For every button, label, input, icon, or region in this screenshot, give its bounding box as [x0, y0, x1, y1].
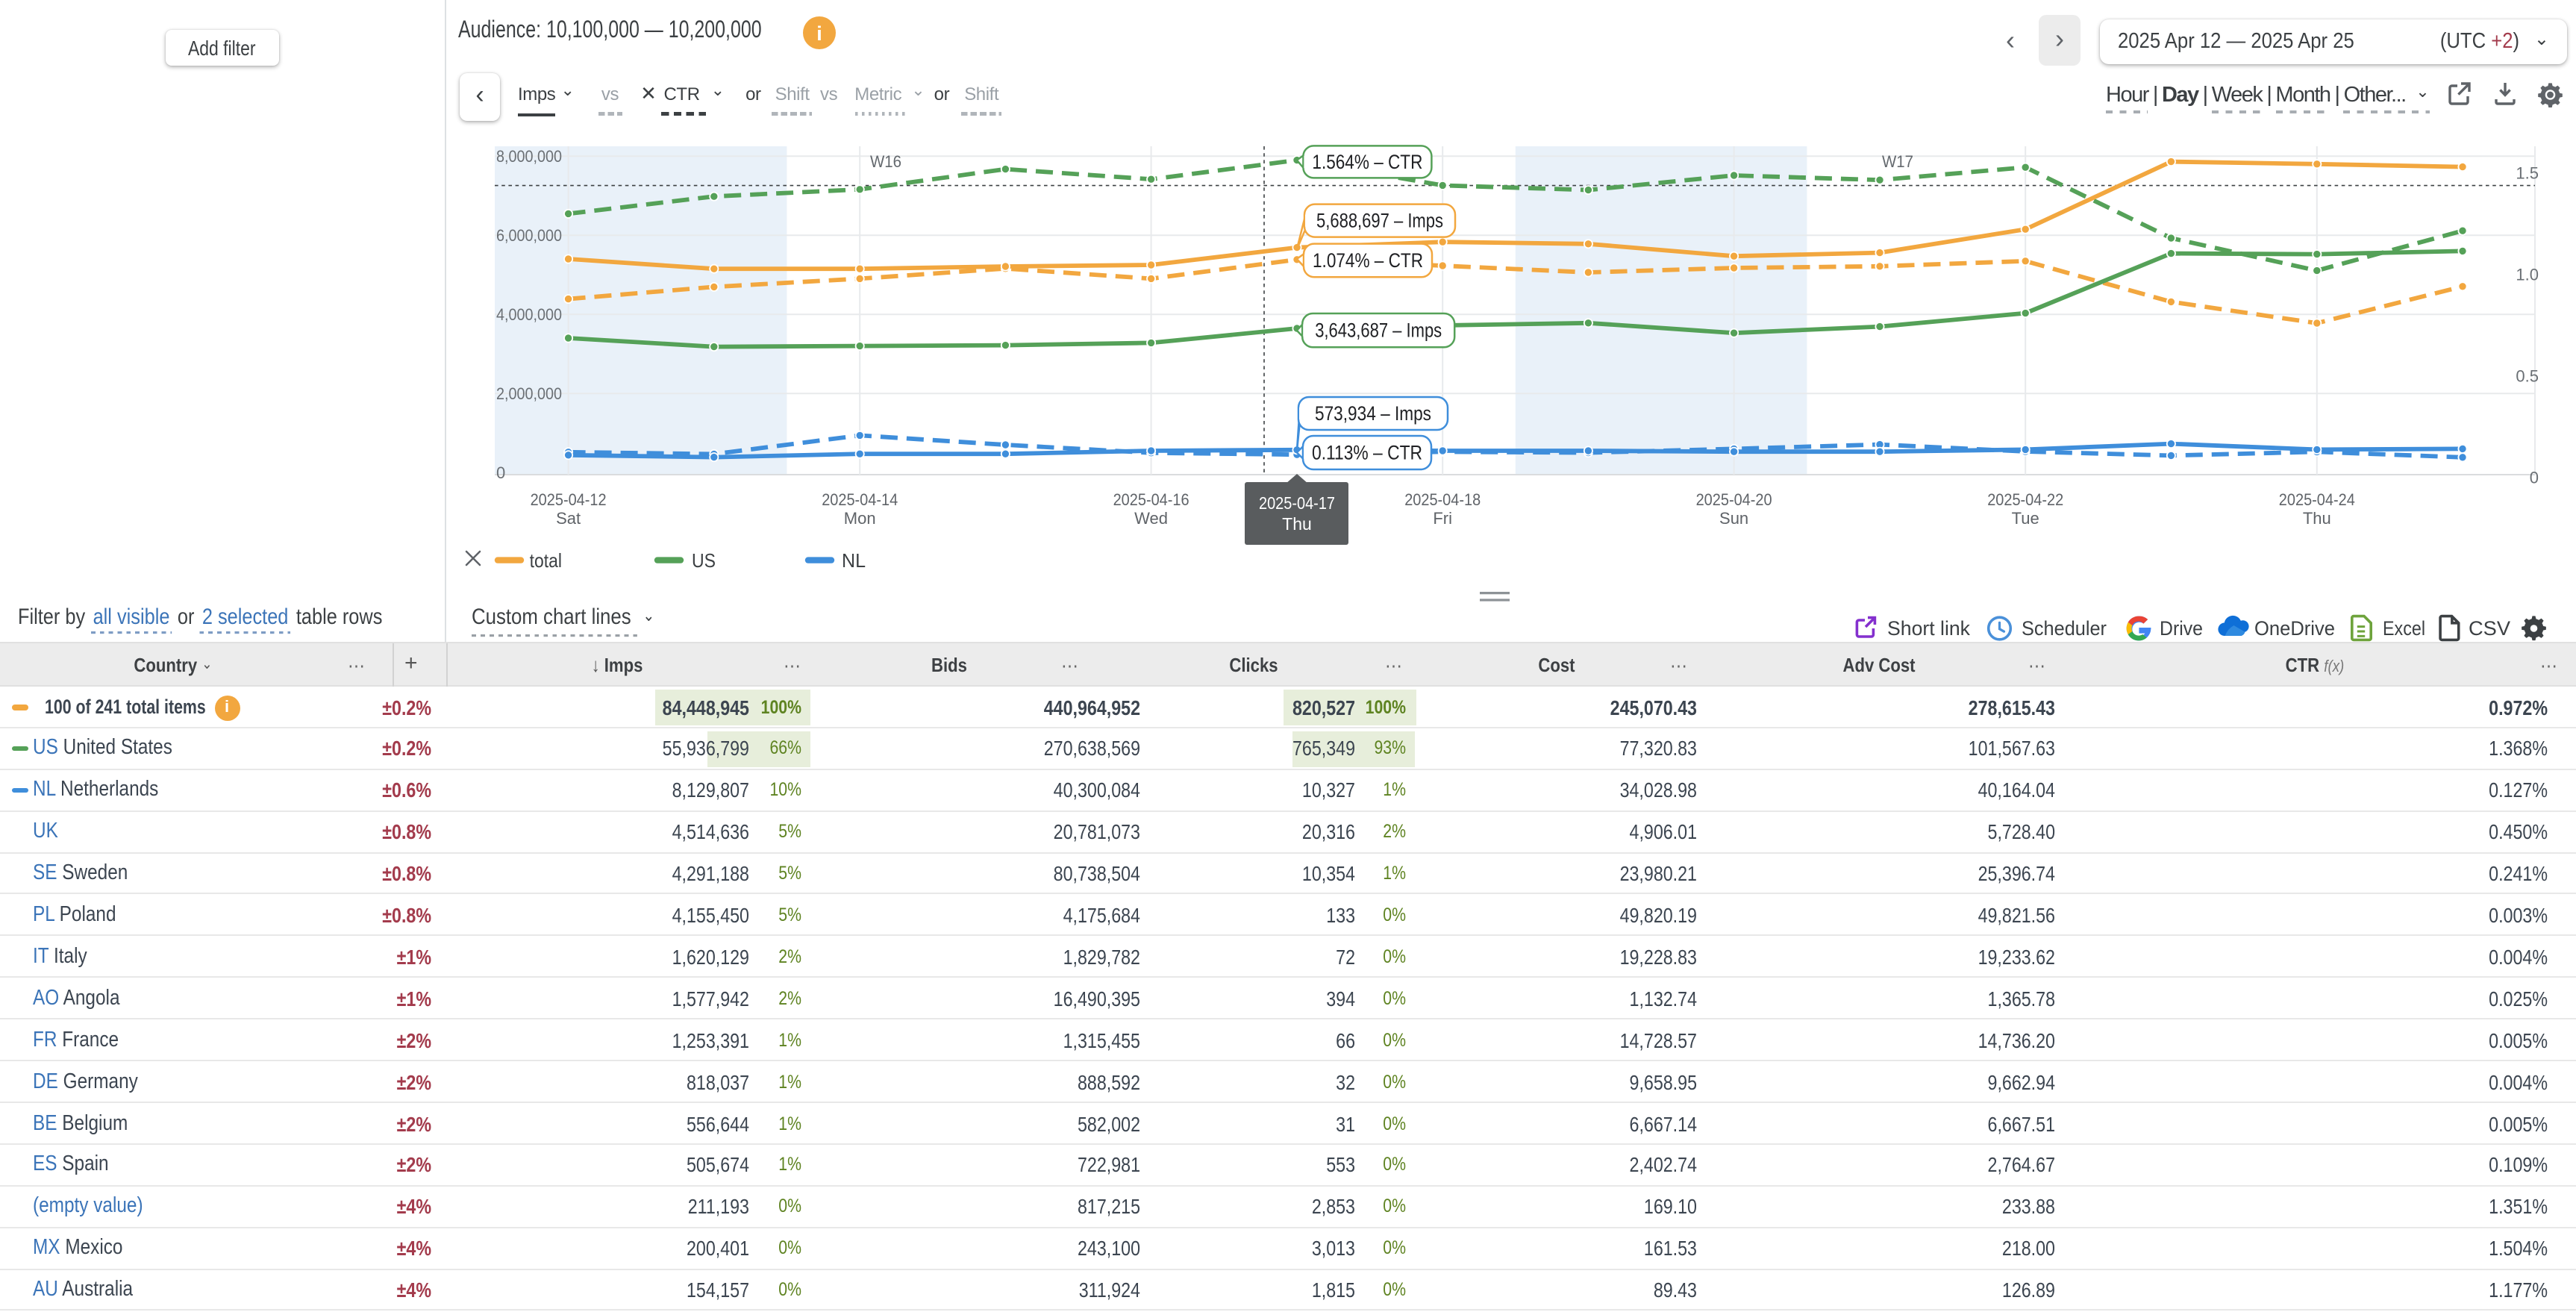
svg-text:Short link: Short link [1887, 617, 1970, 640]
svg-text:1.5: 1.5 [2516, 164, 2539, 183]
svg-text:2025-04-12: 2025-04-12 [531, 490, 607, 509]
svg-text:2025-04-14: 2025-04-14 [822, 490, 898, 509]
svg-text:3,643,687 – Imps: 3,643,687 – Imps [1315, 319, 1442, 342]
svg-text:0.113% – CTR: 0.113% – CTR [1312, 442, 1422, 464]
svg-text:US: US [692, 549, 716, 572]
svg-text:Fri: Fri [1433, 509, 1452, 528]
svg-text:2025-04-16: 2025-04-16 [1113, 490, 1189, 509]
svg-text:Thu: Thu [2303, 509, 2331, 528]
svg-text:6,000,000: 6,000,000 [496, 226, 562, 245]
svg-text:2025-04-22: 2025-04-22 [1987, 490, 2063, 509]
svg-text:total: total [530, 549, 562, 572]
svg-text:Scheduler: Scheduler [2022, 617, 2107, 640]
svg-text:0: 0 [2530, 469, 2539, 487]
svg-text:573,934 – Imps: 573,934 – Imps [1315, 402, 1431, 425]
svg-text:Drive: Drive [2160, 617, 2203, 640]
svg-text:2025-04-17: 2025-04-17 [1259, 493, 1335, 513]
svg-text:W17: W17 [1882, 152, 1913, 171]
svg-text:W16: W16 [870, 152, 901, 171]
svg-text:1.564% – CTR: 1.564% – CTR [1312, 151, 1422, 173]
svg-text:Excel: Excel [2383, 617, 2425, 640]
svg-text:1.074% – CTR: 1.074% – CTR [1313, 249, 1423, 272]
svg-text:Sun: Sun [1719, 509, 1748, 528]
svg-text:NL: NL [842, 549, 866, 572]
svg-text:2025-04-24: 2025-04-24 [2279, 490, 2355, 509]
svg-text:2025-04-20: 2025-04-20 [1696, 490, 1772, 509]
svg-text:Tue: Tue [2012, 509, 2039, 528]
svg-text:8,000,000: 8,000,000 [496, 147, 562, 166]
svg-text:2025-04-18: 2025-04-18 [1404, 490, 1481, 509]
svg-text:0: 0 [496, 463, 505, 482]
svg-text:2,000,000: 2,000,000 [496, 384, 562, 403]
svg-text:CSV: CSV [2469, 617, 2510, 640]
svg-text:0.5: 0.5 [2516, 367, 2539, 386]
svg-text:4,000,000: 4,000,000 [496, 305, 562, 324]
svg-text:5,688,697 – Imps: 5,688,697 – Imps [1316, 210, 1443, 232]
svg-text:1.0: 1.0 [2516, 266, 2539, 284]
svg-text:OneDrive: OneDrive [2254, 617, 2335, 640]
svg-text:Mon: Mon [844, 509, 876, 528]
svg-text:Sat: Sat [556, 509, 581, 528]
svg-text:Thu: Thu [1282, 514, 1312, 534]
svg-text:Wed: Wed [1134, 509, 1168, 528]
